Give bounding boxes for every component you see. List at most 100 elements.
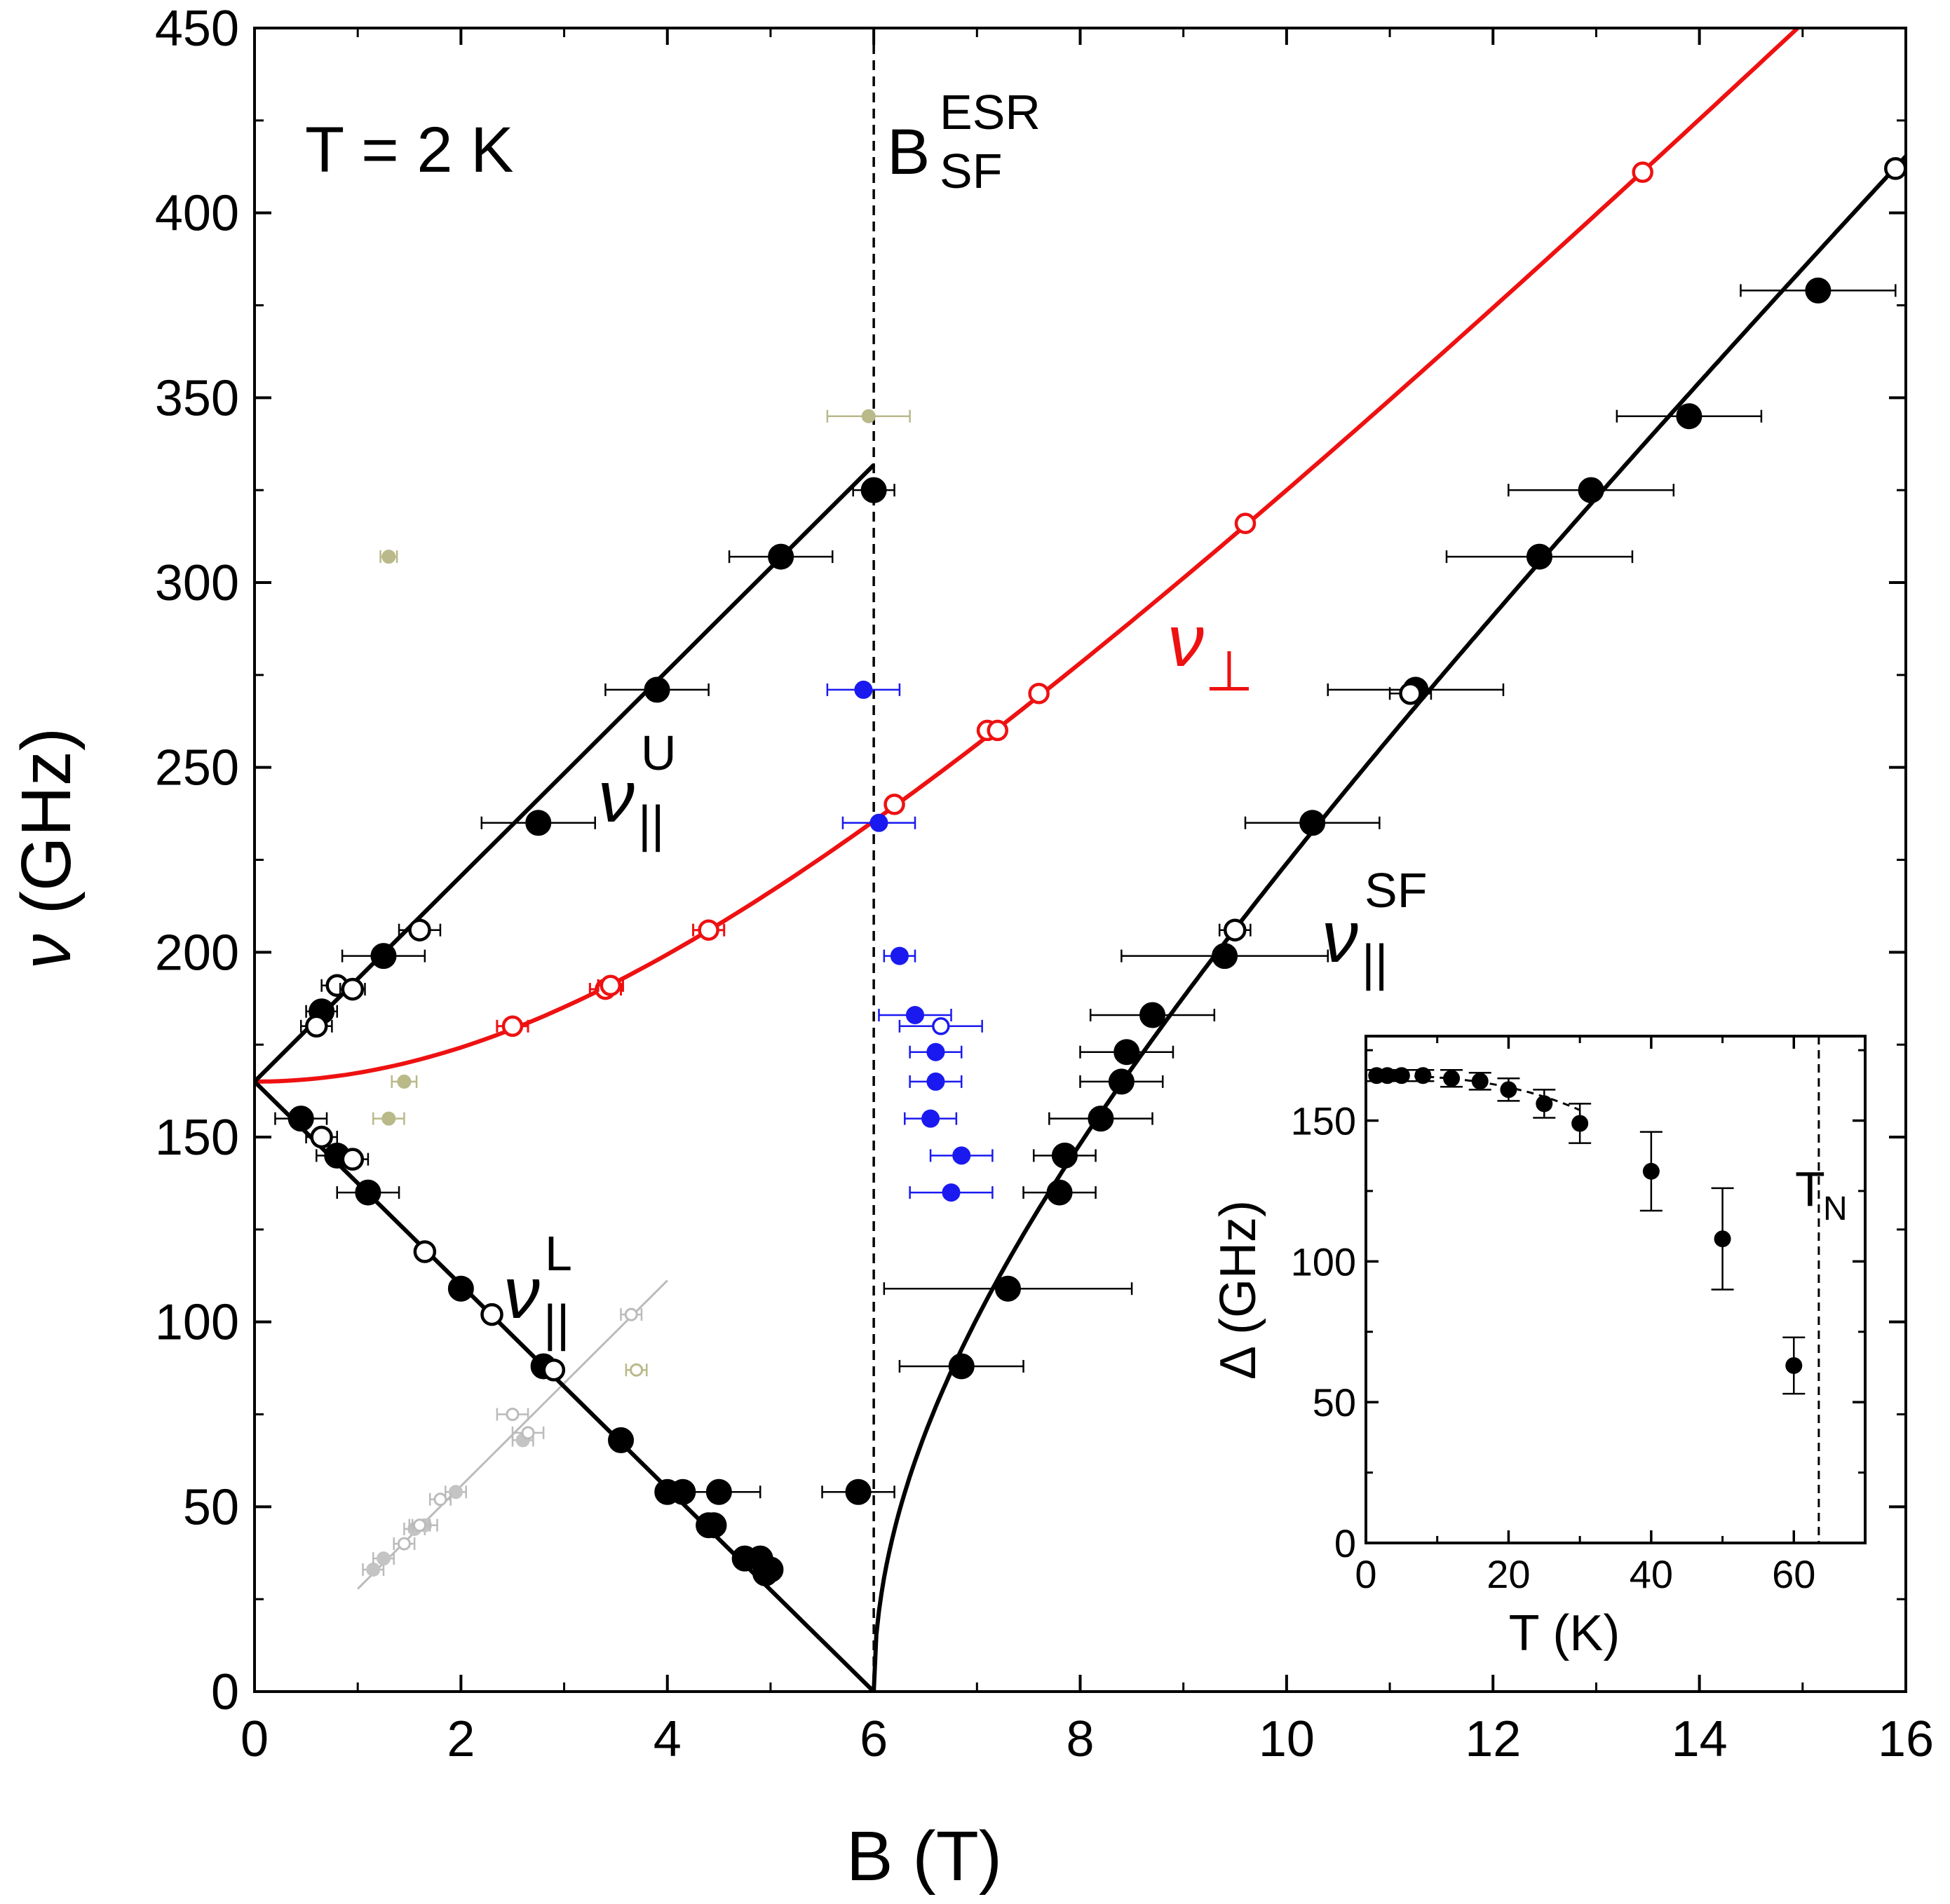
- data-point: [542, 1358, 566, 1382]
- series-nu_par_lower_open: [305, 1125, 566, 1382]
- data-point: [1632, 161, 1653, 183]
- inset-plot-area: [1365, 1036, 1820, 1543]
- data-point: [447, 1275, 474, 1302]
- data-point: [994, 1275, 1021, 1302]
- nu-sf-label: ν: [1322, 897, 1358, 978]
- x-tick-label: 10: [1259, 1711, 1315, 1767]
- data-point: [883, 794, 905, 815]
- data-point: [861, 409, 876, 423]
- nu-perp-label: ν: [1167, 601, 1204, 682]
- data-point: [370, 943, 397, 970]
- data-point: [376, 1551, 391, 1566]
- inset-y-tick-label: 0: [1334, 1521, 1356, 1565]
- data-point: [310, 1125, 333, 1149]
- data-point: [926, 1072, 945, 1091]
- data-point: [381, 550, 396, 564]
- series-khaki_filled: [372, 409, 911, 1126]
- inset-tn-subscript: N: [1823, 1190, 1848, 1228]
- inset-y-tick-label: 100: [1291, 1239, 1356, 1284]
- y-axis-label-unit: (GHz): [7, 728, 86, 934]
- data-point: [1212, 943, 1238, 970]
- bsf-superscript: ESR: [940, 85, 1041, 140]
- series-nu_par_upper_filled: [305, 477, 895, 1025]
- data-point: [397, 1537, 411, 1551]
- nu-lower-fit-line: [255, 1080, 876, 1692]
- x-tick-label: 14: [1672, 1711, 1728, 1767]
- y-axis-label-symbol: ν: [7, 934, 86, 969]
- data-point: [768, 543, 794, 570]
- data-point: [608, 1427, 635, 1453]
- data-point: [305, 1014, 328, 1038]
- inset-data-point: [1414, 1067, 1432, 1084]
- inset-tn-label: T: [1795, 1162, 1825, 1216]
- data-point: [869, 813, 888, 832]
- nu-upper-fit-line: [255, 463, 876, 1084]
- data-point: [1108, 1068, 1135, 1095]
- inset-data-point: [1571, 1115, 1589, 1132]
- data-point: [525, 810, 552, 836]
- nu-sf-superscript: SF: [1365, 863, 1427, 918]
- inset-data-point: [1443, 1070, 1461, 1087]
- x-tick-label: 2: [447, 1711, 475, 1767]
- main-data-points: [274, 157, 1906, 1586]
- data-point: [1028, 682, 1050, 705]
- nu-upper-subscript: ||: [638, 796, 664, 852]
- x-tick-label: 6: [860, 1711, 888, 1767]
- x-tick-label: 8: [1066, 1711, 1094, 1767]
- main-fit-curves: [255, 28, 1906, 1692]
- inset-background: [1366, 1036, 1865, 1543]
- data-point: [942, 1183, 961, 1202]
- data-point: [1051, 1142, 1078, 1169]
- data-point: [1046, 1179, 1073, 1206]
- main-plot-area: [255, 28, 1906, 1692]
- data-point: [1676, 403, 1702, 430]
- x-tick-label: 12: [1465, 1711, 1521, 1767]
- inset-data-point: [1379, 1067, 1396, 1084]
- inset-data-point: [1471, 1073, 1489, 1090]
- data-point: [480, 1303, 503, 1326]
- x-axis-label: B (T): [846, 1817, 1002, 1896]
- data-point: [341, 977, 365, 1001]
- data-point: [926, 1042, 945, 1061]
- data-point: [948, 1353, 975, 1380]
- data-point: [433, 1492, 447, 1507]
- data-point: [341, 1148, 365, 1171]
- data-point: [1578, 477, 1604, 503]
- data-point: [890, 946, 909, 965]
- data-point: [921, 1109, 940, 1128]
- inset-x-tick-label: 40: [1630, 1552, 1673, 1596]
- series-gray_open: [393, 1307, 643, 1551]
- inset-data-point: [1500, 1081, 1517, 1099]
- nu-lower-superscript: L: [545, 1226, 572, 1281]
- nu-lower-label: ν: [503, 1253, 540, 1334]
- inset-y-axis-label-unit: (GHz): [1210, 1200, 1266, 1349]
- series-nu_perp: [496, 161, 1653, 1038]
- x-tick-label: 0: [241, 1711, 269, 1767]
- temperature-annotation: T = 2 K: [305, 114, 513, 186]
- series-blue_points: [826, 680, 994, 1202]
- data-point: [1526, 543, 1552, 570]
- inset-y-axis-label: Δ (GHz): [1210, 1200, 1266, 1380]
- data-point: [906, 1005, 924, 1024]
- y-tick-label: 350: [155, 370, 239, 426]
- data-point: [698, 919, 719, 941]
- inset-data-points: [1365, 1067, 1806, 1395]
- inset-y-tick-label: 50: [1313, 1380, 1356, 1424]
- nu-perp-subscript: ⊥: [1205, 640, 1254, 702]
- data-point: [952, 1146, 971, 1165]
- data-point: [705, 1478, 732, 1505]
- data-point: [355, 1179, 381, 1206]
- data-point: [700, 1512, 727, 1539]
- data-point: [521, 1426, 535, 1440]
- data-point: [1805, 277, 1831, 304]
- inset-data-point: [1642, 1162, 1660, 1180]
- data-point: [860, 477, 887, 503]
- inset-data-point: [1714, 1230, 1731, 1248]
- inset-x-tick-label: 20: [1487, 1552, 1530, 1596]
- data-point: [987, 719, 1008, 742]
- x-tick-label: 16: [1878, 1711, 1934, 1767]
- y-tick-label: 0: [211, 1664, 239, 1720]
- y-tick-label: 450: [155, 1, 239, 57]
- inset-data-point: [1536, 1095, 1553, 1113]
